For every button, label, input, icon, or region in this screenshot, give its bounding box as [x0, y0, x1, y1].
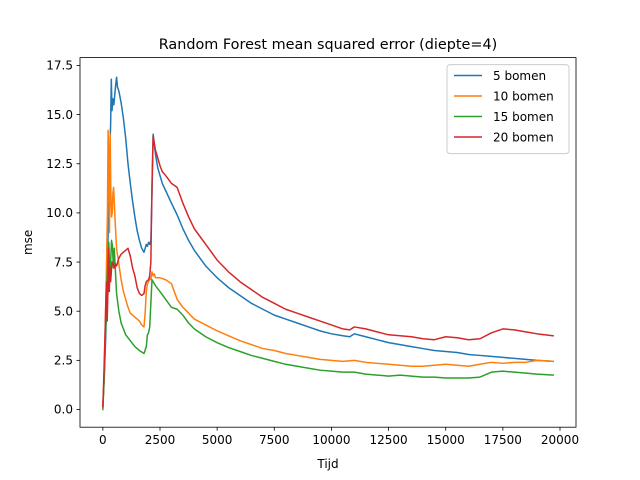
axes-frame [79, 57, 577, 428]
legend-box [446, 64, 570, 155]
y-tick-label: 7.5 [54, 255, 73, 269]
x-tick-label: 7500 [259, 433, 290, 447]
series-line-4 [102, 135, 554, 408]
y-tick-label: 10.0 [46, 206, 73, 220]
y-axis-label: mse [21, 230, 35, 255]
series-line-2 [102, 129, 554, 409]
series-line-3 [102, 239, 554, 411]
chart-title: Random Forest mean squared error (diepte… [159, 37, 497, 53]
x-tick-label: 17500 [484, 433, 522, 447]
x-tick-label: 10000 [312, 433, 350, 447]
legend: 5 bomen 10 bomen 15 bomen 20 bomen [446, 64, 570, 155]
legend-label: 10 bomen [493, 89, 554, 103]
legend-label: 5 bomen [493, 69, 546, 83]
y-tick-label: 12.5 [46, 157, 73, 171]
x-axis-ticks: 0 2500 5000 7500 10000 12500 15000 17500 20000 [99, 427, 579, 447]
x-tick-label: 15000 [427, 433, 465, 447]
x-tick-label: 2500 [145, 433, 176, 447]
x-axis-label: Tijd [316, 457, 338, 471]
y-tick-label: 0.0 [54, 403, 73, 417]
y-tick-label: 5.0 [54, 304, 73, 318]
y-tick-label: 17.5 [46, 59, 73, 73]
x-tick-label: 20000 [541, 433, 579, 447]
y-tick-label: 15.0 [46, 108, 73, 122]
y-tick-label: 2.5 [54, 354, 73, 368]
plot-area: 0 2500 5000 7500 10000 12500 15000 17500 20000 0… [46, 57, 579, 447]
legend-label: 15 bomen [493, 110, 554, 124]
x-tick-label: 12500 [369, 433, 407, 447]
x-tick-label: 0 [99, 433, 107, 447]
series-lines [102, 76, 554, 411]
x-tick-label: 5000 [202, 433, 233, 447]
legend-label: 20 bomen [493, 130, 554, 144]
series-line-1 [102, 76, 554, 407]
y-axis-ticks: 0.0 2.5 5.0 7.5 10.0 12.5 15.0 17.5 [46, 59, 80, 417]
